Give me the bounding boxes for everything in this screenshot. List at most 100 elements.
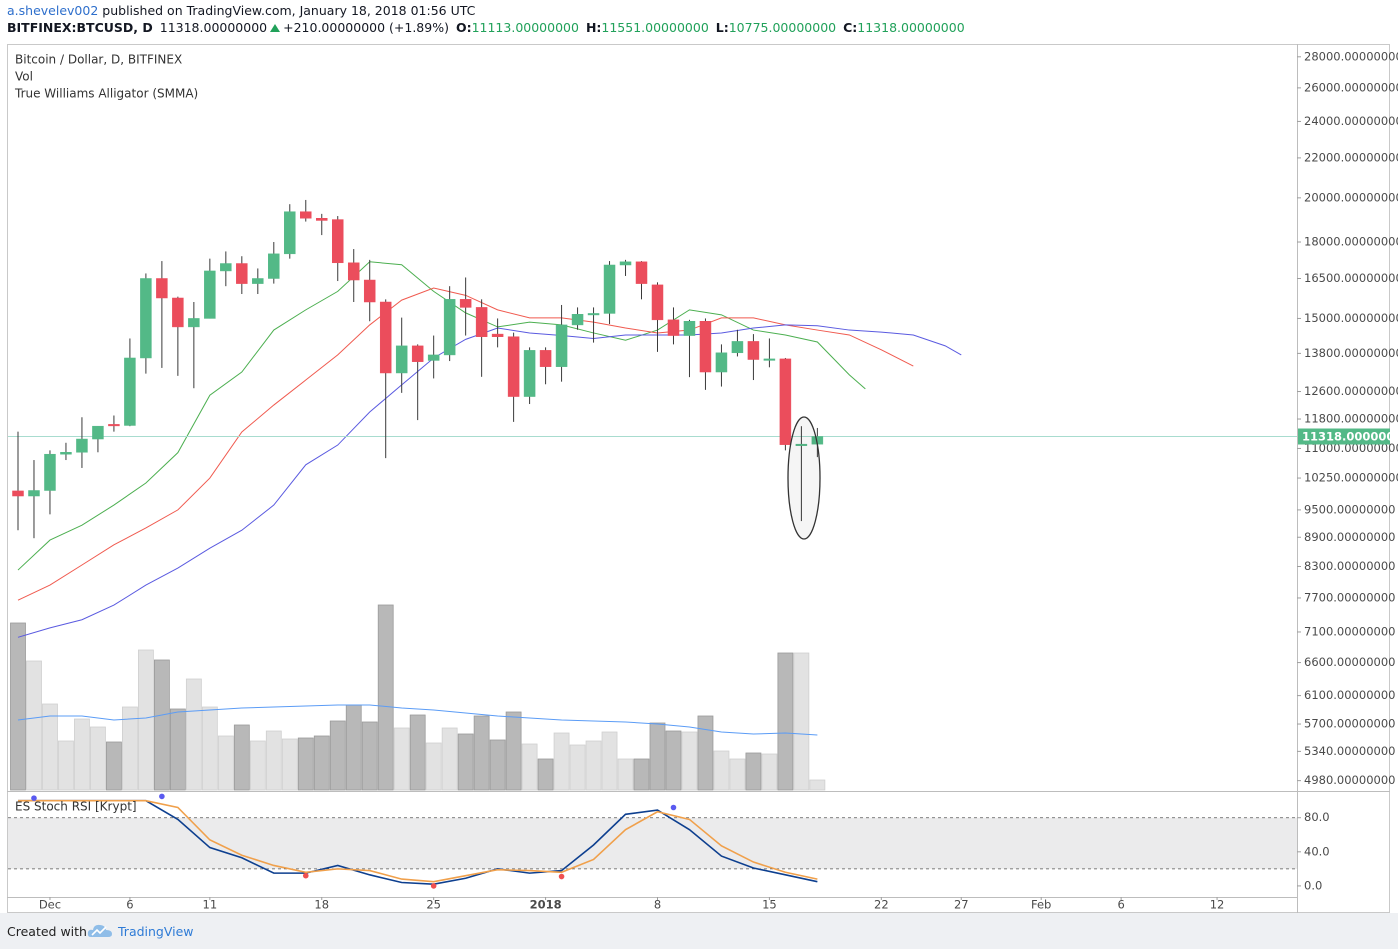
- candle-body: [539, 350, 552, 367]
- brand-logo[interactable]: [87, 922, 113, 940]
- x-tick-label: 25: [426, 898, 441, 912]
- author[interactable]: a.shevelev002: [7, 3, 99, 18]
- candle-body: [188, 318, 200, 328]
- last-price: 11318.00000000: [159, 20, 268, 35]
- candle-body: [124, 357, 136, 426]
- candle-body: [427, 354, 440, 361]
- ohlc-value: 11318.00000000: [857, 20, 965, 35]
- volume-bar: [649, 722, 666, 791]
- ohlc-label: O:: [455, 20, 472, 35]
- y-tick-label: 7100.00000000: [1304, 624, 1395, 638]
- candle-body: [76, 438, 88, 453]
- volume-bar: [106, 741, 122, 791]
- volume-bar: [553, 732, 570, 791]
- legend-volume: Vol: [15, 70, 33, 84]
- y-tick-label: 13800.00000000: [1304, 346, 1398, 360]
- candle-body: [363, 279, 376, 303]
- signal-dot: [302, 872, 309, 879]
- volume-bar: [42, 703, 58, 791]
- candle-body: [204, 270, 216, 319]
- candle-body: [731, 341, 744, 354]
- y-tick-label: 40.0: [1304, 844, 1330, 858]
- volume-bar: [217, 735, 234, 791]
- y-tick-label: 24000.00000000: [1304, 114, 1398, 128]
- chart: Bitcoin / Dollar, D, BITFINEX Vol True W…: [7, 44, 1398, 913]
- candle-body: [347, 262, 360, 281]
- candle-body: [619, 261, 632, 266]
- volume-bar: [26, 660, 42, 791]
- volume-bar: [329, 720, 346, 791]
- candle-body: [747, 341, 760, 360]
- y-tick-label: 16500.00000000: [1304, 271, 1398, 285]
- volume-bar: [90, 726, 106, 791]
- volume-bar: [633, 758, 650, 791]
- candle-body: [108, 424, 120, 427]
- candle-body: [459, 299, 472, 308]
- volume-bar: [809, 779, 826, 791]
- y-tick-label: 7700.00000000: [1304, 590, 1395, 604]
- candle-body: [651, 284, 664, 321]
- footer-brand[interactable]: TradingView: [118, 924, 194, 939]
- volume-bar: [793, 652, 810, 791]
- volume-bar: [521, 743, 538, 791]
- volume-bar: [713, 750, 730, 791]
- ohlc-value: 10775.00000000: [728, 20, 837, 35]
- x-tick-label: 6: [126, 898, 133, 912]
- volume-bar: [281, 738, 298, 791]
- x-tick-label: 22: [874, 898, 889, 912]
- candle-body: [683, 320, 696, 336]
- candle-body: [523, 350, 536, 397]
- volume-bar: [761, 753, 778, 791]
- volume-bar: [58, 740, 74, 791]
- signal-dot: [558, 873, 565, 880]
- candle-body: [12, 490, 24, 497]
- candle-body: [555, 324, 568, 367]
- volume-bar: [569, 744, 586, 791]
- volume-bar: [729, 758, 746, 791]
- volume-bar: [441, 727, 458, 791]
- stoch-title: ES Stoch RSI [Krypt]: [15, 800, 137, 814]
- x-tick-label: 8: [654, 898, 661, 912]
- x-tick-label: 11: [203, 898, 218, 912]
- footer: Created with TradingView: [0, 913, 1398, 949]
- y-tick-label: 5340.00000000: [1304, 744, 1395, 758]
- plot-area: [8, 199, 1297, 889]
- y-tick-label: 8900.00000000: [1304, 530, 1395, 544]
- ohlc-value: 11113.00000000: [471, 20, 579, 35]
- volume-bar: [537, 758, 554, 791]
- x-tick-label: 12: [1210, 898, 1225, 912]
- up-arrow-shape: [270, 24, 281, 32]
- candle-body: [92, 425, 104, 440]
- volume-bar: [681, 731, 698, 791]
- volume-bar: [233, 724, 250, 791]
- volume-bar: [665, 730, 682, 791]
- stoch-line: [17, 799, 818, 886]
- candle-body: [236, 263, 248, 284]
- up-arrow: [270, 24, 281, 32]
- candle-body: [475, 307, 488, 337]
- candle-body: [507, 336, 520, 397]
- volume-bar: [777, 652, 794, 791]
- candle-body: [491, 333, 504, 337]
- y-tick-label: 28000.00000000: [1304, 49, 1398, 63]
- y-tick-label: 15000.00000000: [1304, 311, 1398, 325]
- volume-bar: [122, 706, 138, 791]
- y-tick-label: 6100.00000000: [1304, 688, 1395, 702]
- logo-line: [91, 926, 107, 936]
- last-price-box: [1298, 428, 1390, 445]
- candle-body: [779, 358, 792, 445]
- candle-body: [44, 453, 56, 491]
- volume-bar: [10, 622, 26, 791]
- x-tick-label: Feb: [1031, 898, 1051, 912]
- candle-body: [603, 264, 616, 314]
- header-line-1: a.shevelev002 published on TradingView.co…: [7, 3, 475, 18]
- volume-bar: [185, 678, 202, 791]
- annotation-ellipse: [787, 416, 821, 540]
- price-change: +210.00000000 (+1.89%): [283, 20, 449, 35]
- footer-created: Created with: [7, 924, 87, 939]
- candle-body: [395, 345, 408, 374]
- candle-body: [268, 253, 280, 279]
- volume-bar: [425, 742, 442, 791]
- volume-bar: [74, 718, 90, 791]
